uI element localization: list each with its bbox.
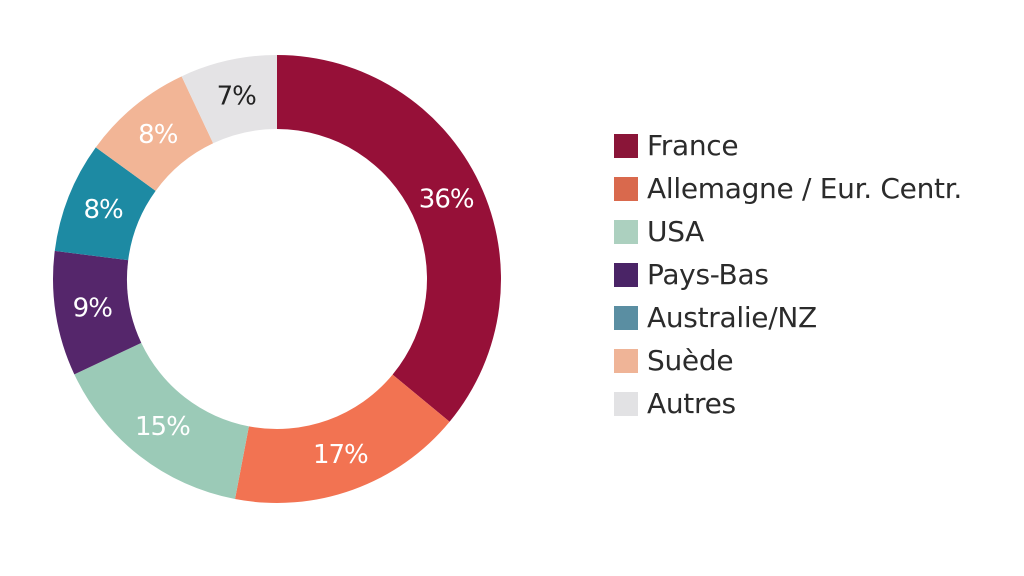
donut-slices [52, 55, 501, 503]
legend-item-australie-nz: Australie/NZ [614, 296, 962, 339]
legend-item-suede: Suède [614, 339, 962, 382]
donut-labels: 36% 17% 15% 9% 8% 8% 7% [73, 82, 475, 470]
data-label-france: 36% [419, 184, 474, 214]
legend-swatch [614, 133, 638, 158]
data-label-australie-nz: 8% [84, 195, 124, 225]
legend: France Allemagne / Eur. Centr. USA Pays-Bas… [614, 124, 962, 425]
legend-swatch [614, 348, 638, 373]
legend-swatch [614, 391, 638, 416]
slice-pays-bas [52, 250, 142, 375]
slice-australie-nz [54, 147, 156, 261]
legend-item-autres: Autres [614, 382, 962, 425]
legend-label: USA [647, 215, 705, 248]
legend-item-usa: USA [614, 210, 962, 253]
legend-label: Pays-Bas [647, 258, 769, 291]
data-label-usa: 15% [135, 412, 190, 442]
slice-usa [74, 342, 249, 500]
legend-label: Australie/NZ [647, 301, 817, 334]
slice-allemagne-eur-centr [235, 374, 450, 503]
legend-item-france: France [614, 124, 962, 167]
slice-suede [95, 76, 214, 191]
legend-item-pays-bas: Pays-Bas [614, 253, 962, 296]
legend-swatch [614, 219, 638, 244]
legend-swatch [614, 176, 638, 201]
legend-label: Autres [647, 387, 736, 420]
data-label-suede: 8% [138, 120, 178, 150]
slice-autres [181, 55, 277, 144]
data-label-autres: 7% [217, 82, 257, 112]
legend-label: Suède [647, 344, 734, 377]
legend-label: Allemagne / Eur. Centr. [647, 172, 962, 205]
legend-item-allemagne-eur-centr: Allemagne / Eur. Centr. [614, 167, 962, 210]
legend-swatch [614, 305, 638, 330]
data-label-allemagne-eur-centr: 17% [313, 440, 368, 470]
data-label-pays-bas: 9% [73, 293, 113, 323]
legend-swatch [614, 262, 638, 287]
slice-france [277, 55, 501, 422]
legend-label: France [647, 129, 739, 162]
